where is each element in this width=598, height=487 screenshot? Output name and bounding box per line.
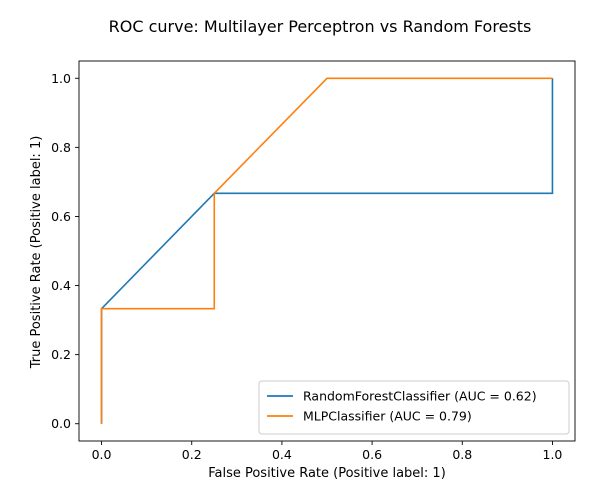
plot-area xyxy=(100,77,554,424)
legend-label-0: RandomForestClassifier (AUC = 0.62) xyxy=(303,389,537,404)
legend: RandomForestClassifier (AUC = 0.62) MLPCl… xyxy=(258,380,570,435)
x-tick-label: 0.0 xyxy=(92,447,112,462)
series-line-0 xyxy=(100,78,554,424)
axes: 0.0 0.2 0.4 0.6 0.8 1.0 0.0 0.2 0.4 0.6 0.8 1.0 xyxy=(51,60,576,462)
chart-title: ROC curve: Multilayer Perceptron vs Rand… xyxy=(109,17,532,36)
x-tick-label: 0.2 xyxy=(182,447,202,462)
y-axis-label: True Positive Rate (Positive label: 1) xyxy=(29,136,44,370)
plot-frame xyxy=(78,60,576,442)
y-tick-label: 0.6 xyxy=(51,209,71,224)
x-tick-label: 0.6 xyxy=(362,447,382,462)
legend-label-1: MLPClassifier (AUC = 0.79) xyxy=(303,409,472,424)
y-tick-label: 0.0 xyxy=(51,416,71,431)
x-tick-label: 1.0 xyxy=(543,447,563,462)
y-tick-label: 1.0 xyxy=(51,71,71,86)
y-tick-label: 0.2 xyxy=(51,347,71,362)
x-tick-label: 0.4 xyxy=(272,447,292,462)
x-tick-label: 0.8 xyxy=(452,447,472,462)
series-line-1 xyxy=(100,77,553,424)
legend-box xyxy=(258,380,570,435)
y-tick-label: 0.4 xyxy=(51,278,71,293)
y-tick-label: 0.8 xyxy=(51,140,71,155)
x-axis-label: False Positive Rate (Positive label: 1) xyxy=(208,466,446,481)
